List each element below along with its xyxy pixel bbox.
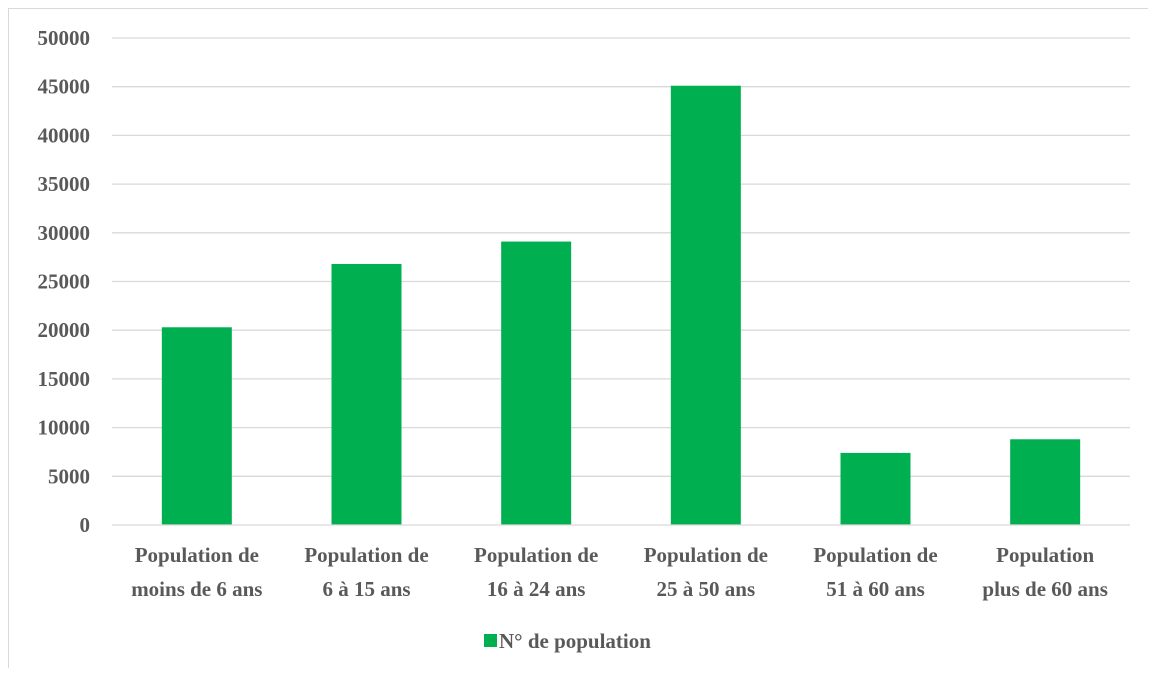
x-category-label: Population de (474, 543, 598, 567)
y-tick-label: 50000 (38, 26, 91, 50)
x-category-label: Population de (644, 543, 768, 567)
y-tick-label: 20000 (38, 318, 91, 342)
y-tick-label: 30000 (38, 221, 91, 245)
y-tick-label: 40000 (38, 123, 91, 147)
y-axis-tick-labels: 0 5000 10000 15000 20000 25000 30000 35000 40000… (38, 26, 91, 537)
legend-label: N° de population (499, 629, 651, 653)
y-tick-label: 35000 (38, 172, 91, 196)
legend: N° de population (484, 629, 651, 653)
x-category-label: 16 à 24 ans (487, 577, 586, 601)
x-category-label: Population (996, 543, 1094, 567)
x-category-label: Population de (135, 543, 259, 567)
gridlines (112, 37, 1130, 477)
x-category-label: 6 à 15 ans (322, 577, 410, 601)
bar (1010, 439, 1081, 525)
x-category-label: Population de (813, 543, 937, 567)
x-category-label: plus de 60 ans (982, 577, 1107, 601)
bar (501, 241, 572, 526)
x-axis-category-labels: Population de moins de 6 ans Population de… (131, 543, 1108, 601)
y-tick-label: 45000 (38, 75, 91, 99)
legend-swatch (484, 634, 497, 647)
x-category-label: moins de 6 ans (131, 577, 262, 601)
x-category-label: 25 à 50 ans (657, 577, 756, 601)
y-tick-label: 0 (80, 513, 91, 537)
bar (670, 85, 741, 525)
bars (161, 85, 1081, 526)
y-tick-label: 15000 (38, 367, 91, 391)
bar (331, 263, 402, 525)
x-category-label: 51 à 60 ans (826, 577, 925, 601)
y-tick-label: 5000 (48, 464, 90, 488)
chart-frame (8, 8, 1148, 668)
y-tick-label: 25000 (38, 270, 91, 294)
bar (840, 452, 911, 525)
y-tick-label: 10000 (38, 416, 91, 440)
x-category-label: Population de (304, 543, 428, 567)
bar (161, 327, 232, 525)
